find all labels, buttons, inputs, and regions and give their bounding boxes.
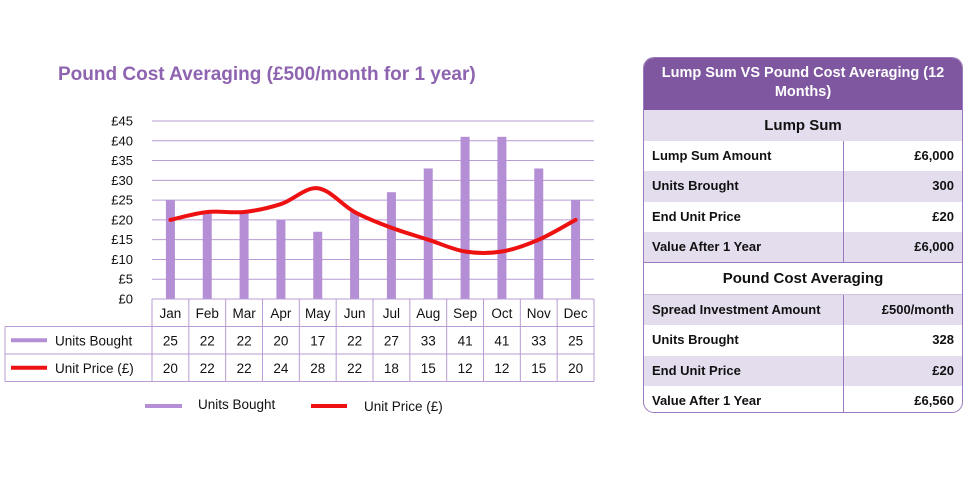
y-tick-label: £5 bbox=[119, 272, 133, 287]
x-tick-label: Jul bbox=[383, 306, 400, 321]
bar bbox=[534, 168, 544, 299]
data-label: 15 bbox=[531, 361, 546, 376]
x-tick-label: Dec bbox=[564, 306, 588, 321]
y-tick-label: £20 bbox=[111, 212, 133, 227]
row-value: £6,000 bbox=[914, 148, 954, 163]
data-label: 33 bbox=[421, 334, 436, 349]
series-label: Unit Price (£) bbox=[55, 361, 134, 376]
row-label: Lump Sum Amount bbox=[644, 141, 844, 172]
data-label: 25 bbox=[568, 334, 583, 349]
bar bbox=[571, 200, 581, 299]
row-value: £20 bbox=[932, 208, 954, 224]
y-tick-label: £25 bbox=[111, 193, 133, 208]
data-label: 22 bbox=[347, 361, 362, 376]
x-tick-label: Apr bbox=[270, 306, 292, 321]
row-value: £500/month bbox=[881, 302, 954, 318]
bar bbox=[386, 192, 396, 299]
y-tick-label: £30 bbox=[111, 173, 133, 188]
legend-label: Units Bought bbox=[198, 397, 276, 412]
data-label: 22 bbox=[237, 334, 252, 349]
data-label: 22 bbox=[200, 334, 215, 349]
chart-title: Pound Cost Averaging (£500/month for 1 y… bbox=[58, 64, 476, 85]
data-label: 28 bbox=[310, 361, 325, 376]
x-tick-label: Oct bbox=[491, 306, 512, 321]
y-tick-label: £35 bbox=[111, 153, 133, 168]
row-label: Units Brought bbox=[644, 325, 844, 356]
pca-row: Value After 1 Year £6,560 bbox=[644, 386, 962, 412]
x-tick-label: Feb bbox=[196, 306, 219, 321]
row-label: End Unit Price bbox=[644, 201, 844, 232]
y-tick-label: £40 bbox=[111, 133, 133, 148]
bar bbox=[165, 200, 175, 299]
row-value: £6,000 bbox=[914, 238, 954, 254]
bar bbox=[276, 219, 286, 299]
data-label: 20 bbox=[568, 361, 583, 376]
row-label: Spread Investment Amount bbox=[644, 295, 844, 326]
comparison-panel: Lump Sum VS Pound Cost Averaging (12 Mon… bbox=[643, 57, 963, 413]
x-tick-label: Jun bbox=[344, 306, 366, 321]
bar bbox=[350, 211, 360, 299]
data-label: 12 bbox=[494, 361, 509, 376]
bar bbox=[202, 211, 212, 299]
data-label: 41 bbox=[494, 334, 509, 349]
data-label: 22 bbox=[237, 361, 252, 376]
data-label: 41 bbox=[458, 334, 473, 349]
data-label: 24 bbox=[273, 361, 289, 376]
bar bbox=[239, 211, 249, 299]
y-tick-label: £45 bbox=[111, 114, 133, 129]
pca-row: Spread Investment Amount £500/month bbox=[644, 295, 962, 326]
bar bbox=[497, 136, 507, 299]
x-tick-label: Nov bbox=[527, 306, 551, 321]
lump-row: Lump Sum Amount £6,000 bbox=[644, 141, 962, 172]
pca-row: End Unit Price £20 bbox=[644, 355, 962, 387]
panel-title: Lump Sum VS Pound Cost Averaging (12 Mon… bbox=[644, 58, 962, 110]
data-label: 20 bbox=[163, 361, 178, 376]
row-value: 300 bbox=[932, 178, 954, 194]
x-tick-label: Aug bbox=[416, 306, 440, 321]
data-label: 22 bbox=[200, 361, 215, 376]
data-label: 25 bbox=[163, 334, 178, 349]
row-value: £6,560 bbox=[914, 393, 954, 409]
row-label: Units Brought bbox=[644, 171, 844, 202]
lump-row: Units Brought 300 bbox=[644, 171, 962, 202]
lump-sum-heading: Lump Sum bbox=[644, 110, 962, 141]
data-label: 20 bbox=[273, 334, 288, 349]
data-label: 27 bbox=[384, 334, 399, 349]
x-tick-label: Jan bbox=[160, 306, 182, 321]
row-value: £20 bbox=[932, 362, 954, 378]
x-tick-label: Sep bbox=[453, 306, 477, 321]
data-label: 22 bbox=[347, 334, 362, 349]
row-label: Value After 1 Year bbox=[644, 231, 844, 263]
y-tick-label: £0 bbox=[119, 292, 133, 307]
pca-row: Units Brought 328 bbox=[644, 325, 962, 356]
data-label: 17 bbox=[310, 334, 325, 349]
bar bbox=[313, 231, 323, 299]
row-label: Value After 1 Year bbox=[644, 386, 844, 412]
lump-row: Value After 1 Year £6,000 bbox=[644, 231, 962, 263]
y-tick-label: £15 bbox=[111, 232, 133, 247]
x-tick-label: Mar bbox=[232, 306, 256, 321]
data-label: 18 bbox=[384, 361, 399, 376]
row-value: 328 bbox=[932, 332, 954, 348]
y-tick-label: £10 bbox=[111, 252, 133, 267]
x-tick-label: May bbox=[305, 306, 331, 321]
bar bbox=[423, 168, 433, 299]
lump-row: End Unit Price £20 bbox=[644, 201, 962, 232]
series-label: Units Bought bbox=[55, 334, 133, 349]
row-label: End Unit Price bbox=[644, 355, 844, 387]
data-label: 12 bbox=[458, 361, 473, 376]
bar bbox=[460, 136, 470, 299]
legend-label: Unit Price (£) bbox=[364, 399, 443, 414]
price-line bbox=[168, 186, 578, 256]
data-label: 33 bbox=[531, 334, 546, 349]
pca-heading: Pound Cost Averaging bbox=[644, 262, 962, 296]
data-label: 15 bbox=[421, 361, 436, 376]
